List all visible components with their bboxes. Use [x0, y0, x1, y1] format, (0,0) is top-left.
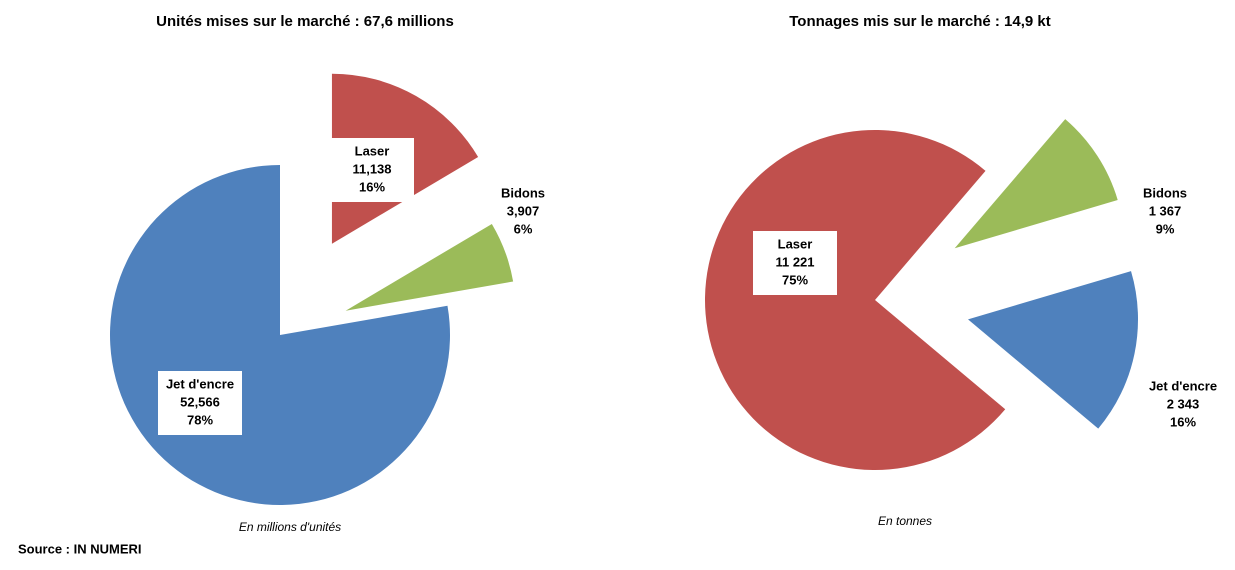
value-label: 1 367	[1149, 203, 1182, 218]
value-label: 3,907	[507, 203, 540, 218]
label-box	[753, 231, 837, 295]
value-label: 11,138	[352, 161, 391, 176]
percent-label: 6%	[514, 221, 533, 236]
percent-label: 78%	[187, 412, 213, 427]
slice-name: Bidons	[501, 185, 545, 200]
chart-note: En tonnes	[878, 514, 932, 528]
chart-title: Tonnages mis sur le marché : 14,9 kt	[789, 13, 1051, 30]
label-box	[330, 138, 414, 202]
slice-name: Laser	[778, 236, 813, 251]
percent-label: 75%	[782, 272, 808, 287]
value-label: 52,566	[180, 394, 220, 409]
source: Source : IN NUMERI	[18, 541, 142, 556]
pie-slice	[110, 165, 451, 505]
slice-name: Bidons	[1143, 185, 1187, 200]
percent-label: 16%	[1170, 414, 1196, 429]
slice-name: Laser	[355, 143, 390, 158]
chart-title: Unités mises sur le marché : 67,6 millio…	[156, 13, 454, 30]
pie-slice	[345, 223, 514, 311]
value-label: 2 343	[1167, 396, 1200, 411]
value-label: 11 221	[775, 254, 814, 269]
pie-slice	[954, 119, 1118, 249]
label-box	[158, 371, 242, 435]
percent-label: 16%	[359, 179, 385, 194]
chart-note: En millions d'unités	[239, 520, 341, 534]
pie-slice	[704, 129, 1006, 471]
slice-name: Jet d'encre	[166, 376, 234, 391]
slice-name: Jet d'encre	[1149, 378, 1217, 393]
pie-slice	[968, 271, 1139, 429]
label-box	[1141, 373, 1225, 437]
percent-label: 9%	[1156, 221, 1175, 236]
